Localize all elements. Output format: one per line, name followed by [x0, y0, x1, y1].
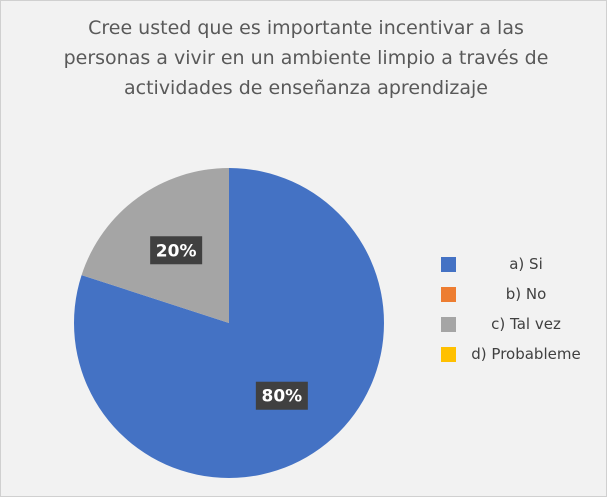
value-label-bg: [150, 236, 203, 265]
legend-label: d) Probableme: [471, 345, 581, 363]
legend-entry: c) Tal vez: [441, 314, 601, 334]
legend-swatch: [441, 257, 456, 272]
legend-swatch: [441, 347, 456, 362]
legend-swatch: [441, 317, 456, 332]
legend-entry: a) Si: [441, 254, 601, 274]
value-label: 80%: [261, 387, 302, 407]
legend-entry: b) No: [441, 284, 601, 304]
legend-label: a) Si: [509, 255, 543, 273]
legend-entry: d) Probableme: [441, 344, 601, 364]
chart-title: Cree usted que es importante incentivar …: [63, 17, 549, 99]
legend-label: b) No: [505, 285, 547, 303]
legend-label: c) Tal vez: [491, 315, 561, 333]
legend: a) Si b) No c) Tal vez d) Probableme: [441, 254, 601, 374]
legend-swatch: [441, 287, 456, 302]
value-label-bg: [255, 381, 308, 410]
value-label: 20%: [156, 241, 197, 261]
